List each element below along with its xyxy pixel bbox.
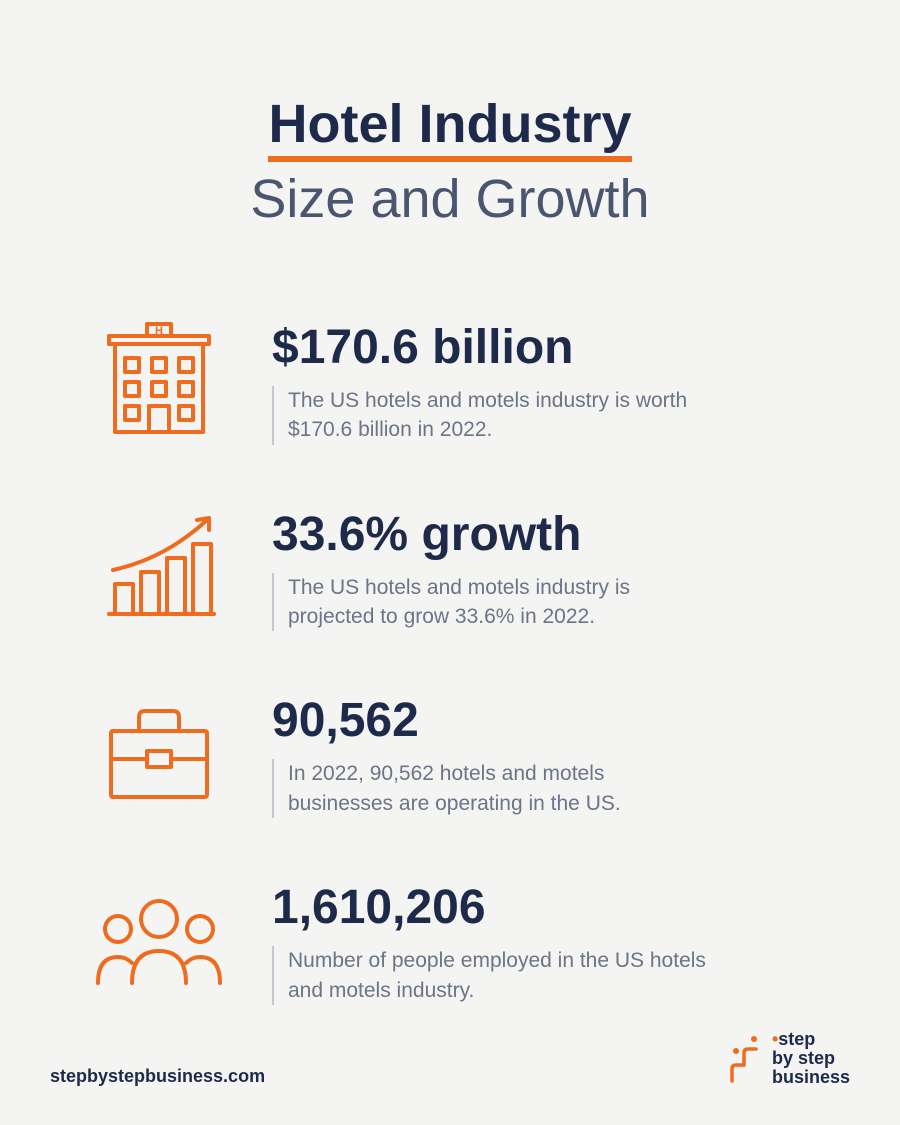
header: Hotel Industry Size and Growth <box>70 95 830 230</box>
svg-text:H: H <box>155 325 163 337</box>
stat-text: 1,610,206 Number of people employed in t… <box>272 880 830 1005</box>
stats-list: H $170.6 billion The US hotels and motel… <box>70 320 830 1005</box>
stat-description: The US hotels and motels industry is pro… <box>272 573 712 632</box>
stat-value: 90,562 <box>272 697 830 745</box>
stat-row: 90,562 In 2022, 90,562 hotels and motels… <box>94 693 830 818</box>
logo-line: step <box>778 1029 815 1049</box>
title-line1: Hotel Industry <box>268 95 631 162</box>
footer: stepbystepbusiness.com •step by step bus… <box>50 1030 850 1087</box>
stat-value: 1,610,206 <box>272 884 830 932</box>
stat-row: 1,610,206 Number of people employed in t… <box>94 880 830 1005</box>
logo-line: business <box>772 1068 850 1087</box>
stat-value: 33.6% growth <box>272 511 830 559</box>
stat-text: $170.6 billion The US hotels and motels … <box>272 320 830 445</box>
stat-value: $170.6 billion <box>272 324 830 372</box>
people-icon <box>94 880 224 1000</box>
briefcase-icon <box>94 693 224 813</box>
title-line2: Size and Growth <box>70 170 830 229</box>
stat-row: 33.6% growth The US hotels and motels in… <box>94 507 830 632</box>
stat-text: 33.6% growth The US hotels and motels in… <box>272 507 830 632</box>
logo-line: by step <box>772 1049 850 1068</box>
site-url: stepbystepbusiness.com <box>50 1066 265 1087</box>
stat-row: H $170.6 billion The US hotels and motel… <box>94 320 830 445</box>
brand-logo: •step by step business <box>726 1030 850 1087</box>
stat-description: In 2022, 90,562 hotels and motels busine… <box>272 759 712 818</box>
stat-description: The US hotels and motels industry is wor… <box>272 386 712 445</box>
logo-steps-icon <box>726 1033 766 1085</box>
stat-text: 90,562 In 2022, 90,562 hotels and motels… <box>272 693 830 818</box>
logo-text: •step by step business <box>772 1030 850 1087</box>
hotel-icon: H <box>94 320 224 440</box>
growth-chart-icon <box>94 507 224 627</box>
stat-description: Number of people employed in the US hote… <box>272 946 712 1005</box>
